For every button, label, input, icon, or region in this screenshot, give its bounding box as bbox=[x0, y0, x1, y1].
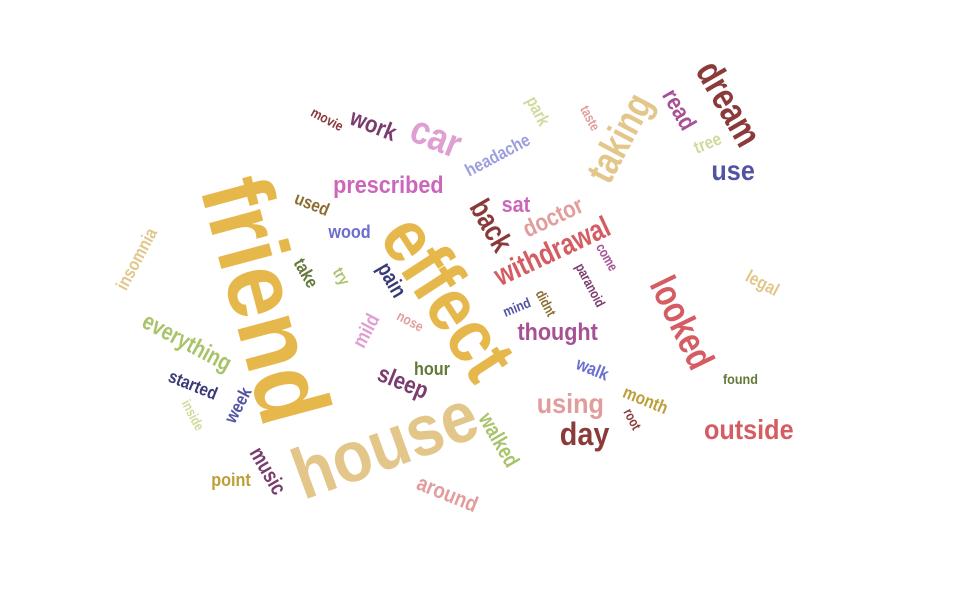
word-day: day bbox=[559, 416, 609, 452]
word-read: read bbox=[655, 84, 701, 136]
word-using: using bbox=[536, 388, 604, 419]
word-park: park bbox=[522, 92, 554, 130]
word-car: car bbox=[404, 107, 468, 167]
word-legal: legal bbox=[741, 265, 783, 301]
word-found: found bbox=[722, 371, 758, 387]
word-around: around bbox=[412, 470, 482, 517]
word-music: music bbox=[244, 442, 292, 500]
word-headache: headache bbox=[461, 129, 533, 181]
word-insomnia: insomnia bbox=[111, 224, 161, 294]
word-point: point bbox=[211, 470, 251, 490]
word-movie: movie bbox=[308, 103, 347, 135]
word-mind: mind bbox=[500, 294, 533, 320]
word-hour: hour bbox=[414, 359, 450, 379]
word-come: come bbox=[592, 240, 622, 274]
word-try: try bbox=[328, 264, 353, 289]
word-tree: tree bbox=[690, 128, 724, 158]
word-looked: looked bbox=[640, 269, 722, 377]
word-outside: outside bbox=[703, 414, 794, 445]
word-paranoid: paranoid bbox=[571, 260, 609, 310]
word-use: use bbox=[711, 155, 755, 186]
word-taste: taste bbox=[576, 102, 604, 134]
word-work: work bbox=[346, 104, 401, 147]
word-thought: thought bbox=[516, 319, 598, 346]
word-sat: sat bbox=[501, 192, 531, 217]
word-didnt: didnt bbox=[532, 287, 560, 319]
word-prescribed: prescribed bbox=[332, 172, 444, 199]
word-root: root bbox=[619, 405, 645, 433]
word-mild: mild bbox=[348, 310, 384, 352]
word-inside: inside bbox=[178, 396, 208, 434]
word-taking: taking bbox=[578, 86, 662, 190]
word-wood: wood bbox=[327, 222, 371, 242]
word-walk: walk bbox=[572, 353, 612, 385]
